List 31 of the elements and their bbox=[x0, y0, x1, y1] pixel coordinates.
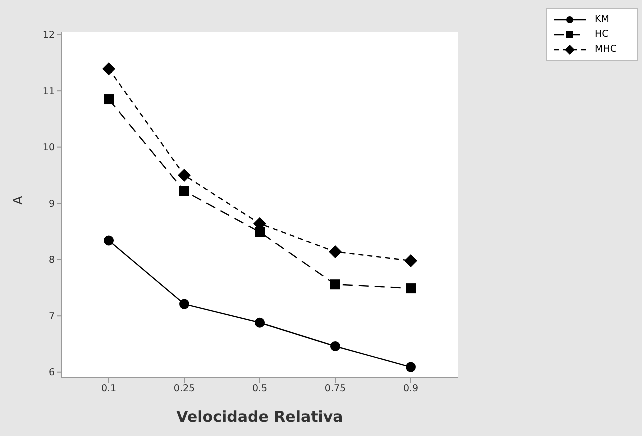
y-tick-label: 12 bbox=[42, 30, 55, 42]
x-axis-title: Velocidade Relativa bbox=[176, 408, 344, 426]
point bbox=[255, 227, 265, 238]
y-tick-label: 11 bbox=[42, 86, 55, 98]
x-tick-label: 0.75 bbox=[324, 384, 346, 395]
x-tick-label: 0.9 bbox=[403, 384, 419, 395]
point bbox=[330, 280, 340, 290]
point bbox=[104, 94, 114, 105]
y-tick-label: 9 bbox=[48, 198, 55, 210]
y-tick-label: 10 bbox=[42, 142, 55, 154]
point bbox=[255, 318, 265, 328]
point bbox=[102, 62, 116, 76]
point bbox=[406, 284, 416, 294]
y-tick-label: 6 bbox=[48, 368, 55, 379]
legend-label: HC bbox=[595, 29, 609, 40]
y-axis-title: A bbox=[12, 196, 27, 205]
legend-label: MHC bbox=[595, 44, 617, 55]
point bbox=[404, 254, 418, 268]
y-tick-label: 7 bbox=[48, 311, 55, 322]
x-tick-label: 0.1 bbox=[101, 384, 117, 395]
y-tick-label: 8 bbox=[48, 255, 55, 266]
point bbox=[180, 299, 190, 310]
legend-label: KM bbox=[595, 14, 610, 25]
point bbox=[180, 186, 190, 196]
point bbox=[406, 362, 416, 372]
point bbox=[104, 236, 114, 246]
point bbox=[329, 245, 342, 258]
x-tick-label: 0.25 bbox=[174, 384, 196, 395]
point bbox=[330, 341, 340, 352]
point bbox=[178, 168, 191, 182]
x-tick-label: 0.5 bbox=[252, 384, 268, 395]
